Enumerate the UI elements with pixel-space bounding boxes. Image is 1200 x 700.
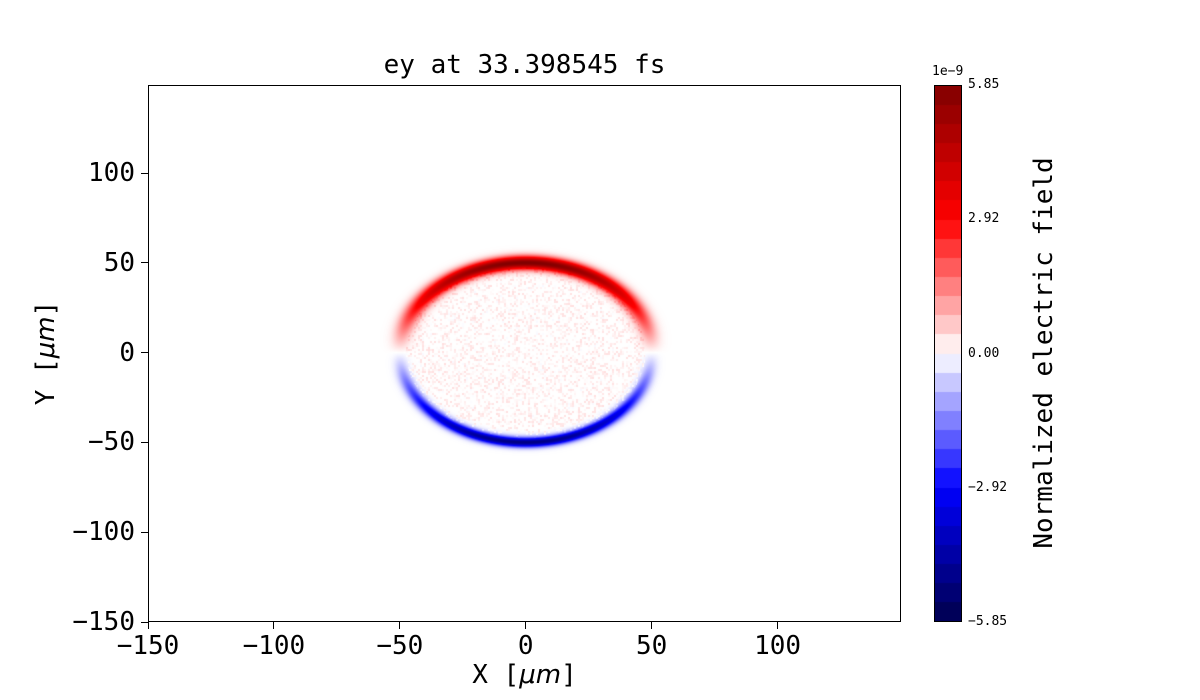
x-tick-label: −100 xyxy=(242,631,306,661)
colorbar-tick-label: −5.85 xyxy=(968,614,1008,629)
colorbar-tick-label: −2.92 xyxy=(968,479,1008,495)
x-tick-label: −150 xyxy=(116,631,180,661)
x-tick-label: 50 xyxy=(636,631,668,661)
y-tick-label: −150 xyxy=(72,607,135,637)
x-tick-mark xyxy=(525,622,527,629)
plot-title: ey at 33.398545 fs xyxy=(383,50,666,80)
x-tick-mark xyxy=(399,622,401,629)
x-tick-mark xyxy=(147,622,149,629)
x-axis-label-close: ] xyxy=(561,660,577,690)
y-tick-mark xyxy=(141,621,148,623)
y-tick-mark xyxy=(141,531,148,533)
field-heatmap-canvas xyxy=(148,85,901,622)
x-tick-label: 0 xyxy=(517,631,534,661)
y-tick-label: −100 xyxy=(72,517,135,548)
y-tick-mark xyxy=(141,352,148,354)
y-tick-mark xyxy=(141,441,148,443)
colorbar xyxy=(934,85,962,622)
x-tick-label: 100 xyxy=(754,631,802,661)
x-tick-mark xyxy=(273,622,275,629)
x-axis-label-units: μm xyxy=(519,660,562,690)
colorbar-offset-text: 1e−9 xyxy=(932,64,964,79)
x-tick-label: −50 xyxy=(376,631,424,661)
y-tick-label: 100 xyxy=(88,158,135,188)
colorbar-label: Normalized electric field xyxy=(1029,157,1059,549)
y-tick-label: −50 xyxy=(88,427,135,458)
colorbar-tick-label: 0.00 xyxy=(968,345,1000,361)
colorbar-tick-label: 2.92 xyxy=(968,211,1000,227)
plot-area xyxy=(148,85,901,622)
x-axis-label: X [μm] xyxy=(148,660,901,690)
colorbar-gradient-canvas xyxy=(934,85,962,622)
x-axis-label-text: X [ xyxy=(472,660,520,690)
y-tick-label: 50 xyxy=(103,247,135,278)
colorbar-tick-label: 5.85 xyxy=(968,77,1000,92)
x-tick-mark xyxy=(651,622,653,629)
y-axis-label-close: ] xyxy=(31,300,61,317)
y-tick-mark xyxy=(141,172,148,174)
y-tick-label: 0 xyxy=(119,337,135,368)
x-tick-mark xyxy=(777,622,779,629)
y-tick-mark xyxy=(141,262,148,264)
